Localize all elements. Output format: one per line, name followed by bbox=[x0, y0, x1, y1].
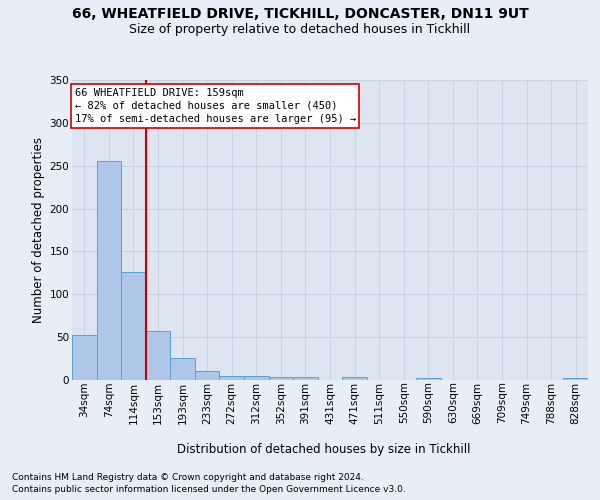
Bar bbox=[121, 272, 146, 380]
Bar bbox=[170, 358, 195, 380]
Bar bbox=[293, 378, 318, 380]
Text: Size of property relative to detached houses in Tickhill: Size of property relative to detached ho… bbox=[130, 22, 470, 36]
Bar bbox=[72, 334, 97, 380]
Bar bbox=[220, 376, 244, 380]
Text: Distribution of detached houses by size in Tickhill: Distribution of detached houses by size … bbox=[177, 442, 471, 456]
Bar bbox=[195, 370, 220, 380]
Text: 66 WHEATFIELD DRIVE: 159sqm
← 82% of detached houses are smaller (450)
17% of se: 66 WHEATFIELD DRIVE: 159sqm ← 82% of det… bbox=[74, 88, 356, 124]
Bar bbox=[146, 331, 170, 380]
Text: Contains HM Land Registry data © Crown copyright and database right 2024.: Contains HM Land Registry data © Crown c… bbox=[12, 472, 364, 482]
Bar bbox=[342, 376, 367, 380]
Bar bbox=[97, 160, 121, 380]
Bar bbox=[416, 378, 440, 380]
Bar bbox=[269, 376, 293, 380]
Bar bbox=[563, 378, 588, 380]
Bar bbox=[244, 376, 269, 380]
Text: Contains public sector information licensed under the Open Government Licence v3: Contains public sector information licen… bbox=[12, 485, 406, 494]
Y-axis label: Number of detached properties: Number of detached properties bbox=[32, 137, 46, 323]
Text: 66, WHEATFIELD DRIVE, TICKHILL, DONCASTER, DN11 9UT: 66, WHEATFIELD DRIVE, TICKHILL, DONCASTE… bbox=[71, 8, 529, 22]
